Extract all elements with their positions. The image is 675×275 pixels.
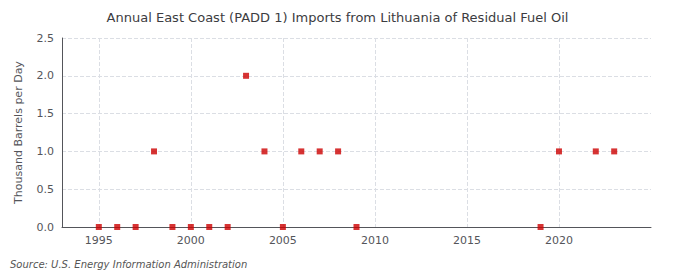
svg-text:2015: 2015 [453,234,481,247]
svg-text:2020: 2020 [545,234,573,247]
svg-text:2000: 2000 [177,234,205,247]
svg-text:1995: 1995 [85,234,113,247]
svg-text:0.5: 0.5 [37,183,55,196]
svg-text:1.5: 1.5 [37,107,55,120]
svg-text:0.0: 0.0 [37,221,55,234]
svg-text:2.5: 2.5 [37,32,55,45]
svg-text:2.0: 2.0 [37,69,55,82]
svg-text:1.0: 1.0 [37,145,55,158]
svg-text:Thousand Barrels per Day: Thousand Barrels per Day [12,61,25,205]
svg-text:2005: 2005 [269,234,297,247]
svg-text:2010: 2010 [361,234,389,247]
svg-text:Annual East Coast (PADD 1) Imp: Annual East Coast (PADD 1) Imports from … [107,10,569,25]
svg-text:Source: U.S. Energy Informatio: Source: U.S. Energy Information Administ… [10,259,247,270]
